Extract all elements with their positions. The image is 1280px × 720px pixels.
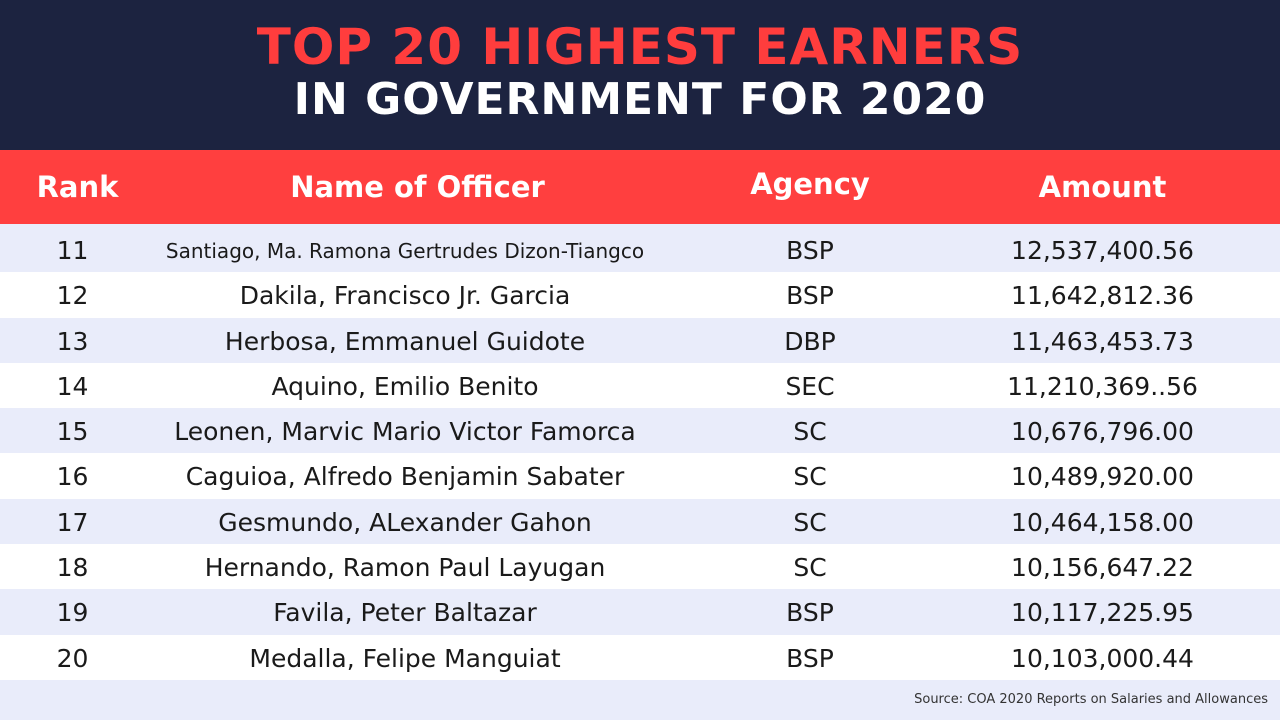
agency-cell: BSP xyxy=(786,281,834,311)
amount-cell: 10,117,225.95 xyxy=(1011,598,1194,628)
amount-cell: 11,642,812.36 xyxy=(1011,281,1194,311)
table-row: 15 Leonen, Marvic Mario Victor Famorca SC 1… xyxy=(0,408,1280,454)
rank-cell: 20 xyxy=(56,643,89,673)
agency-cell: SC xyxy=(793,417,827,447)
table-row: 14 Aquino, Emilio Benito SEC 11,210,369..56 xyxy=(0,362,1280,409)
rank-cell: 11 xyxy=(56,236,89,265)
agency-cell: BSP xyxy=(786,598,834,628)
amount-cell: 10,489,920.00 xyxy=(1011,462,1194,492)
agency-cell: DBP xyxy=(784,326,836,356)
amount-cell: 10,103,000.44 xyxy=(1011,643,1194,673)
column-header-agency: Agency xyxy=(750,167,870,201)
rank-cell: 13 xyxy=(56,326,89,356)
agency-cell: SC xyxy=(793,507,827,537)
table-row: 16 Caguioa, Alfredo Benjamin Sabater SC 10,… xyxy=(0,453,1280,499)
officer-name-cell: Favila, Peter Baltazar xyxy=(273,598,537,628)
officer-name-cell: Dakila, Francisco Jr. Garcia xyxy=(239,281,571,311)
agency-cell: SC xyxy=(793,553,827,583)
column-header-rank: Rank xyxy=(36,170,119,204)
column-header-name: Name of Officer xyxy=(290,170,545,204)
table-row: 19 Favila, Peter Baltazar BSP 10,117,225.95 xyxy=(0,589,1280,635)
rank-cell: 19 xyxy=(56,598,89,628)
table-row: 13 Herbosa, Emmanuel Guidote DBP 11,463,453… xyxy=(0,317,1280,363)
source-note: Source: COA 2020 Reports on Salaries and… xyxy=(914,692,1268,707)
officer-name-cell: Medalla, Felipe Manguiat xyxy=(249,643,561,673)
agency-cell: BSP xyxy=(786,236,834,265)
officer-name-cell: Hernando, Ramon Paul Layugan xyxy=(204,553,606,583)
rank-cell: 15 xyxy=(56,417,89,447)
officer-name-cell: Caguioa, Alfredo Benjamin Sabater xyxy=(185,462,625,492)
rank-cell: 14 xyxy=(56,371,89,401)
title-line-1: TOP 20 HIGHEST EARNERS xyxy=(256,18,1024,76)
amount-cell: 10,464,158.00 xyxy=(1011,507,1194,537)
rank-cell: 16 xyxy=(56,462,89,492)
officer-name-cell: Gesmundo, ALexander Gahon xyxy=(218,507,592,537)
table-row: 11 Santiago, Ma. Ramona Gertrudes Dizon-T… xyxy=(0,227,1280,273)
table-row: 12 Dakila, Francisco Jr. Garcia BSP 11,642,… xyxy=(0,272,1280,318)
amount-cell: 11,463,453.73 xyxy=(1011,326,1194,356)
table-row: 20 Medalla, Felipe Manguiat BSP 10,103,000.… xyxy=(0,634,1280,680)
agency-cell: SEC xyxy=(785,371,835,401)
rank-cell: 12 xyxy=(56,281,89,311)
agency-cell: SC xyxy=(793,462,827,492)
table-row: 18 Hernando, Ramon Paul Layugan SC 10,156,6… xyxy=(0,544,1280,590)
table-body: 11 Santiago, Ma. Ramona Gertrudes Dizon-T… xyxy=(0,227,1280,680)
officer-name-cell: Aquino, Emilio Benito xyxy=(271,371,539,401)
amount-cell: 12,537,400.56 xyxy=(1011,236,1194,265)
column-header-amount: Amount xyxy=(1038,170,1167,204)
officer-name-cell: Santiago, Ma. Ramona Gertrudes Dizon-Tia… xyxy=(165,239,645,263)
table-header-row: Rank Name of Officer Agency Amount xyxy=(0,150,1280,224)
agency-cell: BSP xyxy=(786,643,834,673)
title-banner: TOP 20 HIGHEST EARNERS IN GOVERNMENT FOR… xyxy=(0,0,1280,150)
officer-name-cell: Leonen, Marvic Mario Victor Famorca xyxy=(174,417,636,447)
table-row: 17 Gesmundo, ALexander Gahon SC 10,464,158.… xyxy=(0,498,1280,545)
amount-cell: 11,210,369..56 xyxy=(1007,371,1198,401)
amount-cell: 10,156,647.22 xyxy=(1011,553,1194,583)
rank-cell: 17 xyxy=(56,507,89,537)
title-line-2: IN GOVERNMENT FOR 2020 xyxy=(293,74,987,125)
amount-cell: 10,676,796.00 xyxy=(1011,417,1194,447)
officer-name-cell: Herbosa, Emmanuel Guidote xyxy=(224,326,586,356)
rank-cell: 18 xyxy=(56,553,89,583)
